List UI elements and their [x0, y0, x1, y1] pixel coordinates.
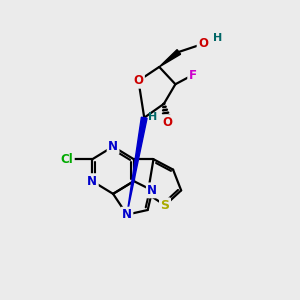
Text: N: N: [147, 184, 157, 197]
Text: H: H: [148, 112, 157, 122]
Text: O: O: [198, 37, 208, 50]
Text: N: N: [122, 208, 132, 221]
Text: N: N: [87, 175, 97, 188]
Text: O: O: [134, 74, 143, 87]
Polygon shape: [159, 50, 181, 67]
Polygon shape: [127, 117, 147, 214]
Text: H: H: [214, 33, 223, 43]
Text: N: N: [108, 140, 118, 153]
Text: Cl: Cl: [61, 153, 73, 166]
Text: F: F: [189, 68, 197, 82]
Text: O: O: [162, 116, 172, 129]
Text: S: S: [160, 199, 169, 212]
